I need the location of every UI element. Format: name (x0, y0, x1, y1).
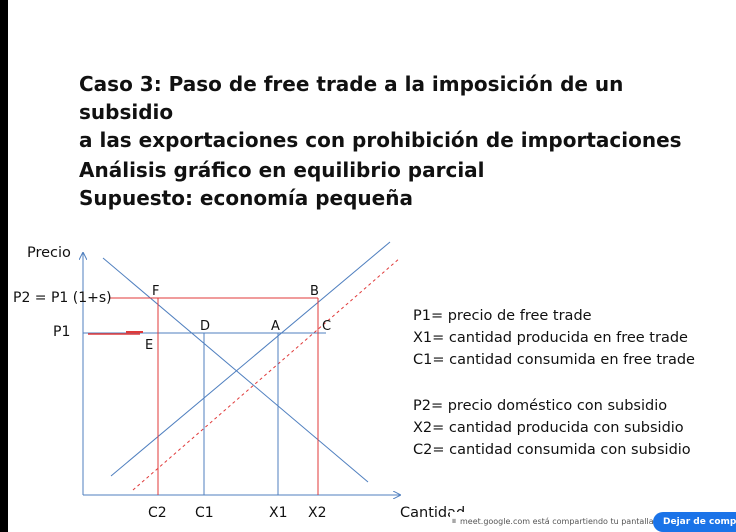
title-line-2: a las exportaciones con prohibición de i… (79, 128, 682, 152)
point-label-a: A (271, 319, 280, 334)
legend-spacer (413, 371, 733, 395)
quantity-label-x2: X2 (308, 505, 327, 521)
screen-share-bar: ⏸ meet.google.com está compartiendo tu p… (450, 512, 736, 532)
title-line-1: Caso 3: Paso de free trade a la imposici… (79, 72, 624, 124)
point-label-c: C (322, 319, 331, 334)
demand-curve (102, 257, 369, 483)
legend-item: X1= cantidad producida en free trade (413, 330, 688, 346)
slide-title: Caso 3: Paso de free trade a la imposici… (79, 70, 699, 154)
point-label-b: B (310, 284, 319, 299)
p2-label: P2 = P1 (1+s) (13, 290, 112, 306)
p1-label: P1 (53, 324, 70, 340)
x-axis-label: Cantidad (400, 505, 465, 521)
quantity-label-c1: C1 (195, 505, 214, 521)
slide: Caso 3: Paso de free trade a la imposici… (8, 0, 736, 532)
legend-item: P1= precio de free trade (413, 308, 592, 324)
legend-item: C2= cantidad consumida con subsidio (413, 442, 691, 458)
shifted-supply-dashed-line (132, 257, 401, 491)
legend-item: C1= cantidad consumida en free trade (413, 352, 695, 368)
subtitle-line-2: Supuesto: economía pequeña (79, 186, 413, 210)
legend-item: X2= cantidad producida con subsidio (413, 420, 684, 436)
y-axis-label: Precio (27, 245, 71, 261)
quantity-label-x1: X1 (269, 505, 288, 521)
legend: P1= precio de free trade X1= cantidad pr… (413, 305, 733, 461)
subtitle-line-1: Análisis gráfico en equilibrio parcial (79, 158, 485, 182)
slide-subtitle: Análisis gráfico en equilibrio parcial S… (79, 156, 679, 212)
quantity-label-c2: C2 (148, 505, 167, 521)
point-label-d: D (200, 319, 210, 334)
point-label-f: F (152, 284, 159, 299)
supply-demand-diagram: Precio Cantidad P2 = P1 (1+s) P1 F B D A… (13, 241, 465, 521)
screen-share-message: meet.google.com está compartiendo tu pan… (460, 517, 657, 526)
point-label-e: E (145, 338, 153, 353)
legend-item: P2= precio doméstico con subsidio (413, 398, 668, 414)
supply-curve (110, 241, 391, 477)
drag-handle-icon[interactable]: ⏸ (451, 516, 457, 527)
stop-sharing-button[interactable]: Dejar de compartir (653, 512, 736, 532)
